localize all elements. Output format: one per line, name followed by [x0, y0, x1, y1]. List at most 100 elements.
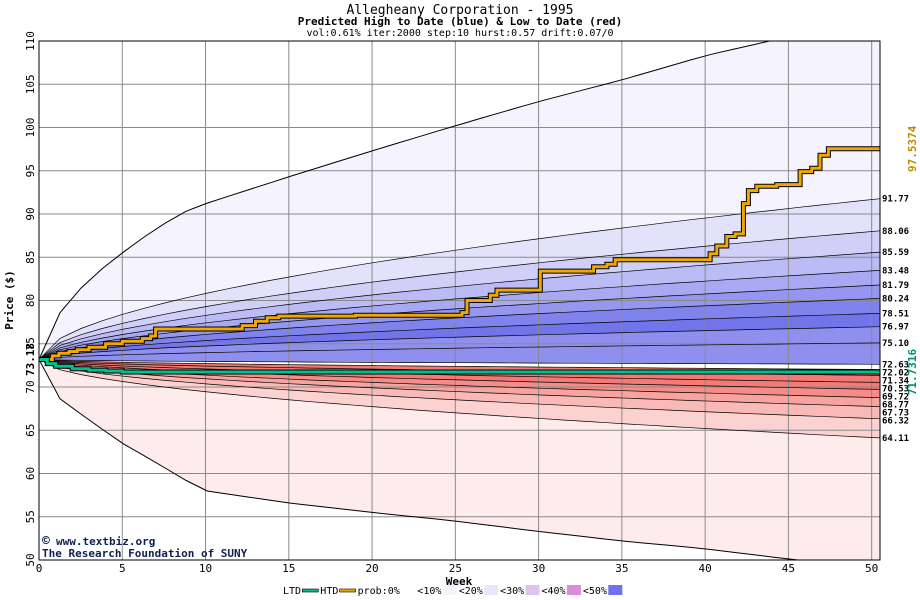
x-tick-label-1: 5	[119, 562, 126, 575]
chart-params: vol:0.61% iter:2000 step:10 hurst:0.57 d…	[306, 28, 613, 39]
y-tick-label-5: 75	[24, 337, 37, 350]
high-level-line-2	[39, 251, 880, 360]
legend-swatch--10-	[442, 585, 457, 595]
watermark: © www.textbiz.org The Research Foundatio…	[42, 534, 248, 560]
low-level-line-6	[39, 359, 880, 420]
y-axis-label: Price ($)	[3, 270, 16, 330]
y-tick-label-0: 50	[24, 553, 37, 566]
plot-frame	[38, 40, 881, 561]
outer-curves	[39, 41, 805, 560]
axes: 0 5 10 15 20 25 30 35 40 45 50 50 55 60 65 70 75 80 85 90 95…	[24, 31, 881, 575]
low-level-line-2	[39, 359, 880, 383]
level-label-13: 69.72	[882, 392, 909, 402]
level-label-4: 81.79	[882, 281, 909, 291]
y-tick-label-3: 65	[24, 424, 37, 437]
level-label-6: 78.51	[882, 309, 909, 319]
watermark-org: The Research Foundation of SUNY	[42, 547, 248, 560]
ltd-series-line	[39, 358, 880, 374]
high-band-4	[39, 270, 880, 360]
high-level-line-7	[39, 326, 880, 360]
legend-label--30-: <30%	[500, 586, 524, 597]
legend-swatch-prob-0-	[401, 585, 416, 595]
high-band-9	[39, 342, 880, 365]
legend-swatch-htd	[339, 588, 356, 593]
level-label-16: 66.32	[882, 416, 909, 426]
level-label-1: 88.06	[882, 227, 909, 237]
high-band-3	[39, 252, 880, 360]
x-tick-label-5: 25	[449, 562, 462, 575]
htd-series-line	[39, 147, 880, 361]
legend-swatch--30-	[525, 585, 540, 595]
high-band-1	[39, 198, 880, 360]
y-tick-label-2: 60	[24, 467, 37, 480]
high-band-5	[39, 285, 880, 360]
level-label-10: 72.02	[882, 368, 909, 378]
probability-bands	[39, 41, 880, 560]
legend-label--50-: <50%	[583, 586, 607, 597]
x-tick-label-2: 10	[199, 562, 212, 575]
y-tick-label-1: 55	[24, 510, 37, 523]
high-level-line-9	[39, 359, 880, 365]
level-label-5: 80.24	[882, 294, 910, 304]
high-level-line-6	[39, 313, 880, 360]
low-band-4	[39, 359, 880, 407]
y-tick-label-4: 70	[24, 380, 37, 393]
low-level-line-7	[39, 359, 880, 439]
watermark-url: www.textbiz.org	[56, 535, 155, 548]
outer-high-curve	[39, 41, 772, 360]
level-label-14: 68.77	[882, 400, 909, 410]
legend-swatch--20-	[484, 585, 499, 595]
high-band-8	[39, 326, 880, 360]
band-lines	[39, 198, 880, 439]
legend-swatch--40-	[566, 585, 581, 595]
high-band-2	[39, 230, 880, 360]
start-value-label: 73.18	[24, 343, 37, 376]
htd-end-label: 97.5374	[906, 125, 919, 172]
legend-swatch-ltd	[301, 588, 319, 593]
x-tick-label-6: 30	[532, 562, 545, 575]
chart-title: Allegheany Corporation - 1995	[347, 3, 574, 18]
low-band-6	[39, 359, 880, 438]
high-band-6	[39, 298, 880, 360]
chart-subtitle: Predicted High to Date (blue) & Low to D…	[298, 15, 623, 28]
legend-swatch--50-	[608, 585, 623, 595]
level-label-0: 91.77	[882, 195, 909, 205]
low-band-3	[39, 359, 880, 398]
high-band-7	[39, 313, 880, 360]
high-level-line-0	[39, 198, 880, 360]
high-band-0	[39, 41, 880, 360]
low-band-2	[39, 359, 880, 390]
level-label-9: 72.63	[882, 360, 909, 370]
level-label-17: 64.11	[882, 434, 909, 444]
legend-label-prob-0-: prob:0%	[358, 586, 400, 597]
high-level-line-3	[39, 270, 880, 360]
watermark-copyright-symbol: ©	[42, 534, 50, 549]
y-tick-label-7: 85	[24, 251, 37, 264]
high-level-line-1	[39, 230, 880, 360]
high-level-line-5	[39, 298, 880, 360]
x-tick-label-10: 50	[865, 562, 878, 575]
legend-label-htd: HTD	[320, 586, 338, 597]
high-level-line-8	[39, 342, 880, 360]
level-label-11: 71.34	[882, 376, 910, 386]
x-tick-label-4: 20	[365, 562, 378, 575]
x-tick-label-9: 45	[782, 562, 795, 575]
x-tick-label-7: 35	[615, 562, 628, 575]
level-label-8: 75.10	[882, 339, 909, 349]
low-level-line-5	[39, 359, 880, 407]
low-band-7	[39, 359, 880, 560]
level-label-15: 67.73	[882, 408, 909, 418]
low-band-5	[39, 359, 880, 419]
y-tick-label-10: 100	[24, 118, 37, 138]
y-tick-label-11: 105	[24, 74, 37, 94]
right-labels: 91.77 88.06 85.59 83.48 81.79 80.24 78.51 76.97…	[882, 125, 919, 444]
legend-label--10-: <10%	[417, 586, 441, 597]
y-tick-label-9: 95	[24, 164, 37, 177]
x-tick-label-8: 40	[699, 562, 712, 575]
legend-label-ltd: LTD	[283, 586, 301, 597]
high-level-line-4	[39, 284, 880, 360]
x-axis-label: Week	[446, 575, 473, 588]
y-tick-label-6: 80	[24, 294, 37, 307]
level-label-12: 70.53	[882, 384, 909, 394]
